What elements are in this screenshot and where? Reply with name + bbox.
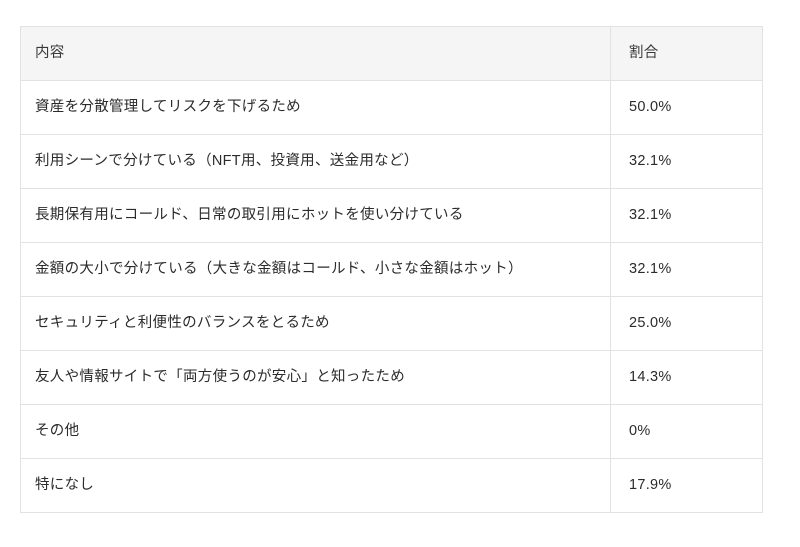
- cell-ratio: 32.1%: [610, 188, 763, 243]
- cell-ratio: 0%: [610, 404, 763, 459]
- table-body: 資産を分散管理してリスクを下げるため 50.0% 利用シーンで分けている（NFT…: [20, 80, 763, 513]
- cell-ratio: 17.9%: [610, 458, 763, 513]
- survey-results-table: 内容 割合 資産を分散管理してリスクを下げるため 50.0% 利用シーンで分けて…: [20, 26, 763, 513]
- cell-ratio: 32.1%: [610, 134, 763, 189]
- cell-ratio: 14.3%: [610, 350, 763, 405]
- table-row: その他 0%: [20, 404, 763, 459]
- column-header-ratio: 割合: [610, 26, 763, 81]
- table-header-row: 内容 割合: [20, 26, 763, 81]
- column-header-content: 内容: [20, 26, 611, 81]
- table-row: 特になし 17.9%: [20, 458, 763, 513]
- cell-content: 長期保有用にコールド、日常の取引用にホットを使い分けている: [20, 188, 611, 243]
- table-row: 金額の大小で分けている（大きな金額はコールド、小さな金額はホット） 32.1%: [20, 242, 763, 297]
- cell-content: 資産を分散管理してリスクを下げるため: [20, 80, 611, 135]
- table-row: セキュリティと利便性のバランスをとるため 25.0%: [20, 296, 763, 351]
- cell-content: 友人や情報サイトで「両方使うのが安心」と知ったため: [20, 350, 611, 405]
- cell-content: セキュリティと利便性のバランスをとるため: [20, 296, 611, 351]
- survey-table-container: 内容 割合 資産を分散管理してリスクを下げるため 50.0% 利用シーンで分けて…: [20, 26, 763, 513]
- cell-content: その他: [20, 404, 611, 459]
- cell-content: 特になし: [20, 458, 611, 513]
- table-row: 利用シーンで分けている（NFT用、投資用、送金用など） 32.1%: [20, 134, 763, 189]
- cell-ratio: 25.0%: [610, 296, 763, 351]
- cell-ratio: 50.0%: [610, 80, 763, 135]
- cell-content: 利用シーンで分けている（NFT用、投資用、送金用など）: [20, 134, 611, 189]
- table-row: 長期保有用にコールド、日常の取引用にホットを使い分けている 32.1%: [20, 188, 763, 243]
- table-row: 友人や情報サイトで「両方使うのが安心」と知ったため 14.3%: [20, 350, 763, 405]
- cell-ratio: 32.1%: [610, 242, 763, 297]
- table-header: 内容 割合: [20, 26, 763, 81]
- cell-content: 金額の大小で分けている（大きな金額はコールド、小さな金額はホット）: [20, 242, 611, 297]
- table-row: 資産を分散管理してリスクを下げるため 50.0%: [20, 80, 763, 135]
